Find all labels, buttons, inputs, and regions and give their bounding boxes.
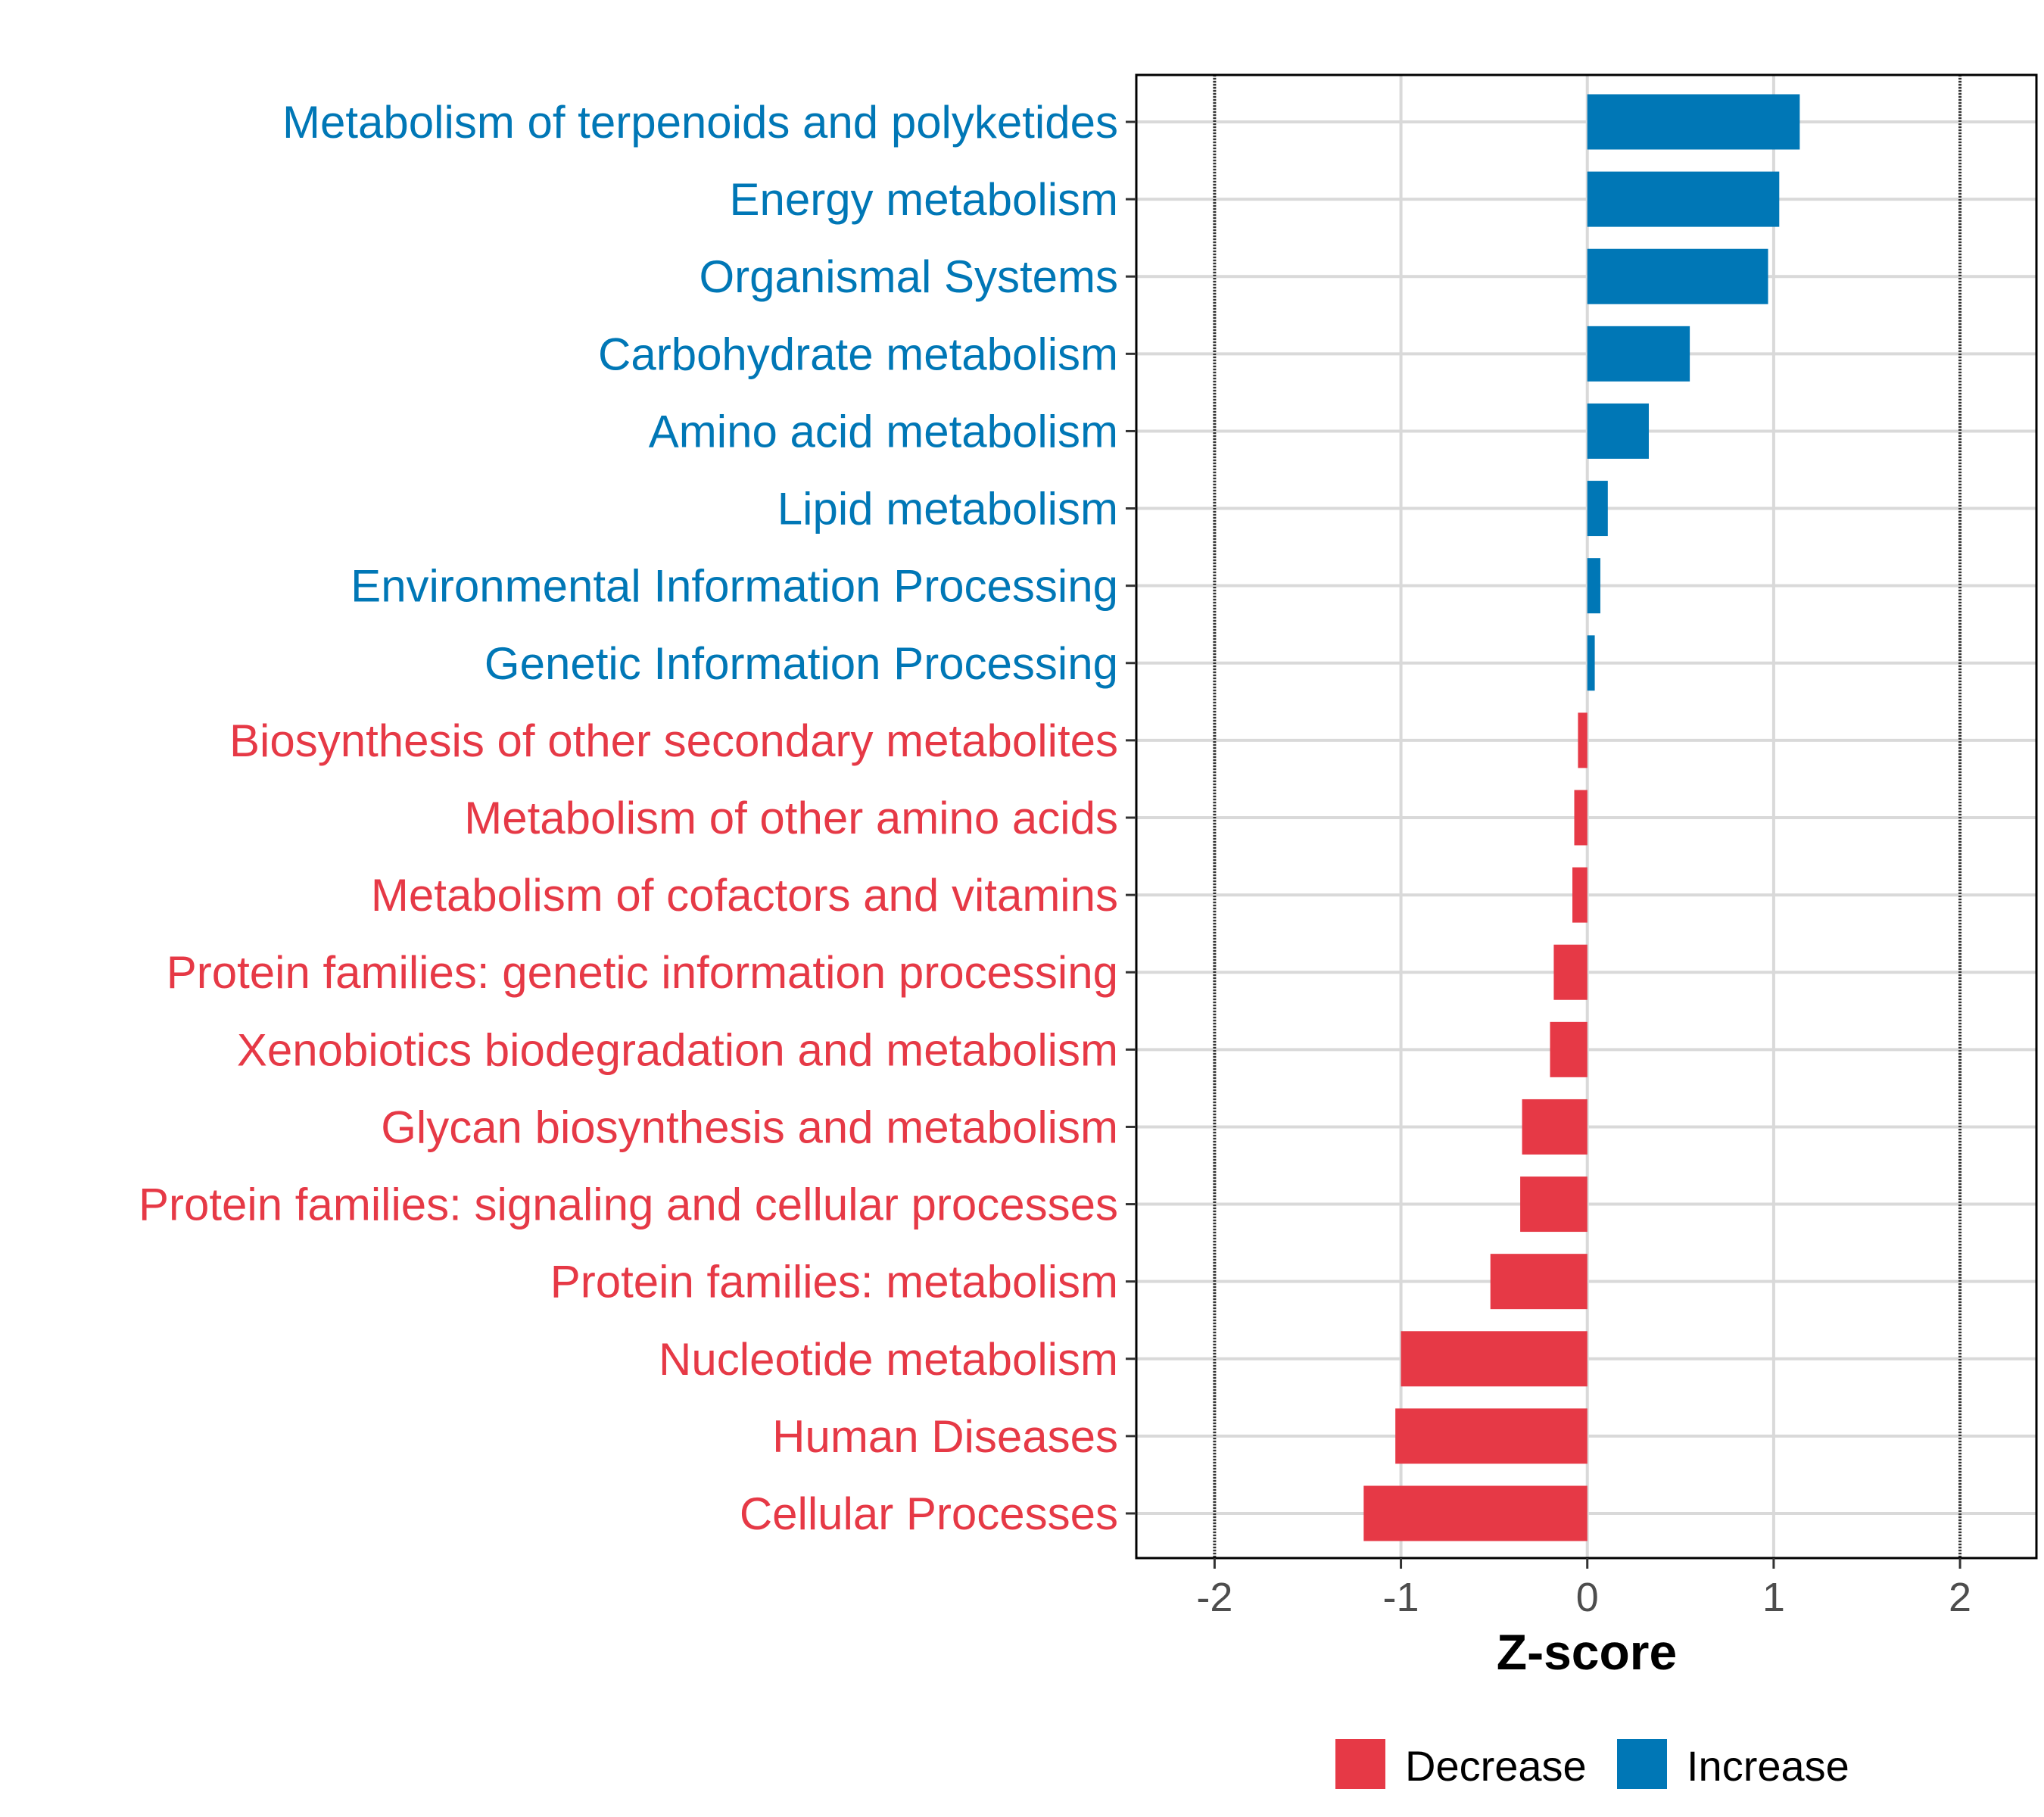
bar-decrease xyxy=(1522,1099,1588,1155)
legend-key-decrease xyxy=(1335,1739,1385,1789)
bar-increase xyxy=(1587,326,1690,382)
y-tick-label: Protein families: metabolism xyxy=(550,1257,1118,1307)
x-tick-label: 1 xyxy=(1762,1575,1785,1620)
bar-increase xyxy=(1587,248,1768,304)
legend-label-decrease: Decrease xyxy=(1405,1742,1587,1790)
x-tick-label: -1 xyxy=(1383,1575,1419,1620)
bar-decrease xyxy=(1401,1331,1588,1387)
bar-decrease xyxy=(1490,1254,1588,1310)
y-axis-labels: Metabolism of terpenoids and polyketides… xyxy=(139,97,1136,1539)
y-tick-label: Human Diseases xyxy=(772,1411,1118,1462)
y-tick-label: Cellular Processes xyxy=(740,1488,1118,1539)
bar-decrease xyxy=(1550,1021,1588,1077)
y-tick-label: Genetic Information Processing xyxy=(485,638,1118,689)
x-tick-label: 2 xyxy=(1949,1575,1971,1620)
bar-decrease xyxy=(1574,790,1588,846)
bar-increase xyxy=(1587,171,1780,227)
bar-decrease xyxy=(1520,1177,1588,1233)
x-tick-label: -2 xyxy=(1196,1575,1232,1620)
y-tick-label: Carbohydrate metabolism xyxy=(598,329,1118,379)
y-tick-label: Amino acid metabolism xyxy=(649,406,1118,457)
y-tick-label: Energy metabolism xyxy=(729,174,1118,225)
bar-increase xyxy=(1587,481,1608,537)
bar-decrease xyxy=(1363,1485,1588,1541)
bars xyxy=(1363,94,1800,1541)
bar-decrease xyxy=(1553,944,1588,1000)
bar-increase xyxy=(1587,403,1649,459)
x-axis-ticks: -2 -1 0 1 2 xyxy=(1196,1558,1971,1620)
x-axis-title: Z-score xyxy=(1497,1624,1677,1680)
bar-increase xyxy=(1587,558,1600,614)
bar-decrease xyxy=(1578,712,1588,768)
y-tick-label: Protein families: genetic information pr… xyxy=(167,947,1118,998)
y-tick-label: Organismal Systems xyxy=(700,251,1118,302)
legend-label-increase: Increase xyxy=(1687,1742,1849,1790)
y-tick-label: Biosynthesis of other secondary metaboli… xyxy=(229,715,1118,766)
bar-increase xyxy=(1587,635,1595,691)
bar-decrease xyxy=(1572,867,1588,923)
y-tick-label: Environmental Information Processing xyxy=(351,561,1118,612)
y-tick-label: Lipid metabolism xyxy=(777,484,1118,535)
y-tick-label: Nucleotide metabolism xyxy=(659,1334,1118,1385)
bar-increase xyxy=(1587,94,1800,150)
y-tick-label: Metabolism of other amino acids xyxy=(464,793,1118,843)
reference-lines xyxy=(1213,75,1962,1558)
y-tick-label: Glycan biosynthesis and metabolism xyxy=(381,1102,1118,1152)
y-tick-label: Protein families: signaling and cellular… xyxy=(139,1180,1118,1230)
y-tick-label: Xenobiotics biodegradation and metabolis… xyxy=(237,1024,1118,1075)
bar-decrease xyxy=(1395,1408,1588,1464)
x-tick-label: 0 xyxy=(1576,1575,1599,1620)
y-tick-label: Metabolism of terpenoids and polyketides xyxy=(282,97,1118,148)
legend-key-increase xyxy=(1617,1739,1667,1789)
legend: Decrease Increase xyxy=(1335,1739,1849,1790)
y-tick-label: Metabolism of cofactors and vitamins xyxy=(371,870,1118,921)
